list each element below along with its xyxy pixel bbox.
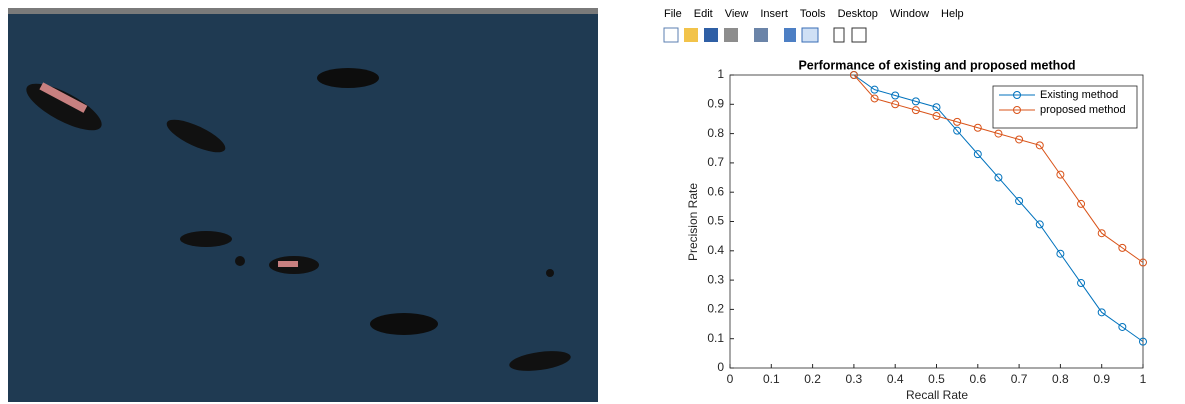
ship	[180, 231, 232, 247]
x-tick-label: 0.3	[846, 372, 863, 386]
x-tick-label: 0.5	[928, 372, 945, 386]
legend-label: Existing method	[1040, 89, 1118, 101]
x-tick-label: 0.6	[969, 372, 986, 386]
tool-icon[interactable]	[802, 28, 818, 42]
tool-icon[interactable]	[724, 28, 738, 42]
buoy	[546, 269, 554, 277]
image-border	[8, 8, 598, 14]
y-tick-label: 0	[717, 360, 724, 374]
y-axis-label: Precision Rate	[686, 183, 700, 261]
ship	[317, 68, 379, 88]
y-tick-label: 0.1	[707, 331, 724, 345]
toolbar	[664, 28, 866, 42]
x-tick-label: 0.9	[1093, 372, 1110, 386]
legend: Existing method proposed method	[993, 86, 1137, 128]
x-tick-label: 0.4	[887, 372, 904, 386]
y-tick-label: 0.3	[707, 272, 724, 286]
ship	[370, 313, 438, 335]
ship-deck	[278, 261, 298, 267]
canvas: Performance of existing and proposed met…	[0, 0, 1185, 404]
tool-icon[interactable]	[852, 28, 866, 42]
y-tick-label: 0.7	[707, 155, 724, 169]
menu-item[interactable]: View	[725, 8, 749, 20]
y-tick-label: 0.2	[707, 302, 724, 316]
x-axis-label: Recall Rate	[906, 388, 968, 402]
menu-item[interactable]: Edit	[694, 8, 713, 20]
y-tick-label: 0.6	[707, 184, 724, 198]
y-tick-label: 0.8	[707, 126, 724, 140]
x-tick-label: 1	[1140, 372, 1147, 386]
y-tick-label: 0.9	[707, 96, 724, 110]
menu-item[interactable]: Desktop	[838, 8, 878, 20]
menu-item[interactable]: File	[664, 8, 682, 20]
buoy	[235, 256, 245, 266]
tool-icon[interactable]	[754, 28, 768, 42]
tool-icon[interactable]	[704, 28, 718, 42]
satellite-image	[8, 8, 598, 402]
menu-bar: File Edit View Insert Tools Desktop Window Help	[664, 8, 976, 20]
y-tick-label: 0.4	[707, 243, 724, 257]
menu-item[interactable]: Insert	[760, 8, 788, 20]
chart-title: Performance of existing and proposed met…	[798, 58, 1075, 72]
tool-icon[interactable]	[664, 28, 678, 42]
x-tick-label: 0.7	[1011, 372, 1028, 386]
y-tick-label: 0.5	[707, 214, 724, 228]
x-tick-label: 0	[727, 372, 734, 386]
screenshot: Performance of existing and proposed met…	[0, 0, 1185, 404]
tool-icon[interactable]	[834, 28, 844, 42]
legend-label: proposed method	[1040, 104, 1126, 116]
menu-item[interactable]: Help	[941, 8, 964, 20]
menu-item[interactable]: Window	[890, 8, 929, 20]
x-tick-label: 0.8	[1052, 372, 1069, 386]
x-tick-label: 0.1	[763, 372, 780, 386]
sea	[8, 8, 598, 402]
tool-icon[interactable]	[684, 28, 698, 42]
tool-icon[interactable]	[784, 28, 796, 42]
menu-item[interactable]: Tools	[800, 8, 826, 20]
y-tick-label: 1	[717, 67, 724, 81]
x-tick-label: 0.2	[804, 372, 821, 386]
